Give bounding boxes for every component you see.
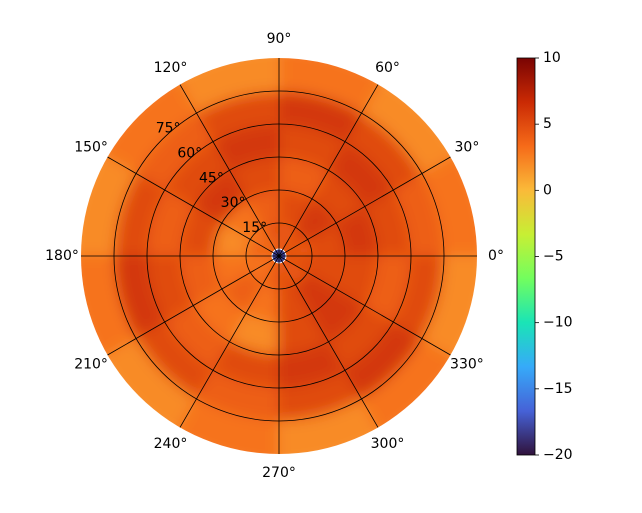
grid-spoke — [107, 156, 280, 257]
grid-spoke — [179, 84, 280, 257]
r-tick-label: 30° — [221, 195, 246, 211]
theta-tick-label: 60° — [375, 60, 400, 76]
theta-tick-label: 180° — [45, 248, 79, 264]
theta-tick-label: 120° — [154, 60, 188, 76]
theta-tick-label: 300° — [371, 436, 405, 452]
colorbar-tick-label: −15 — [543, 381, 573, 397]
r-tick-label: 15° — [242, 220, 267, 236]
theta-tick-label: 270° — [262, 465, 296, 481]
colorbar-tick-label: 0 — [543, 182, 552, 198]
theta-tick-label: 330° — [450, 357, 484, 373]
polar-grid — [81, 58, 477, 454]
theta-tick-label: 30° — [455, 140, 480, 156]
grid-spoke — [278, 84, 379, 257]
colorbar-tick-label: 5 — [543, 116, 552, 132]
grid-spoke — [278, 156, 451, 257]
colorbar-tick-label: −20 — [543, 447, 573, 463]
theta-tick-label: 210° — [74, 357, 108, 373]
r-tick-label: 45° — [199, 170, 224, 186]
theta-tick-label: 240° — [154, 436, 188, 452]
colorbar-tick-label: −5 — [543, 249, 564, 265]
labels: 15° 30° 45° 60° 75° 0° 30° 60° 90° 120° 150° 180° 21… — [45, 31, 504, 481]
colorbar-tick-label: 10 — [543, 50, 561, 66]
colorbar — [516, 57, 536, 456]
colorbar-tick-label: −10 — [543, 315, 573, 331]
theta-tick-label: 0° — [488, 248, 504, 264]
theta-tick-label: 150° — [74, 140, 108, 156]
r-tick-label: 75° — [156, 120, 181, 136]
theta-tick-label: 90° — [267, 31, 292, 47]
grid-spoke — [179, 255, 280, 428]
grid-spoke — [107, 255, 280, 356]
r-tick-label: 60° — [177, 145, 202, 161]
grid-spoke — [278, 255, 451, 356]
grid-spoke — [278, 255, 379, 428]
